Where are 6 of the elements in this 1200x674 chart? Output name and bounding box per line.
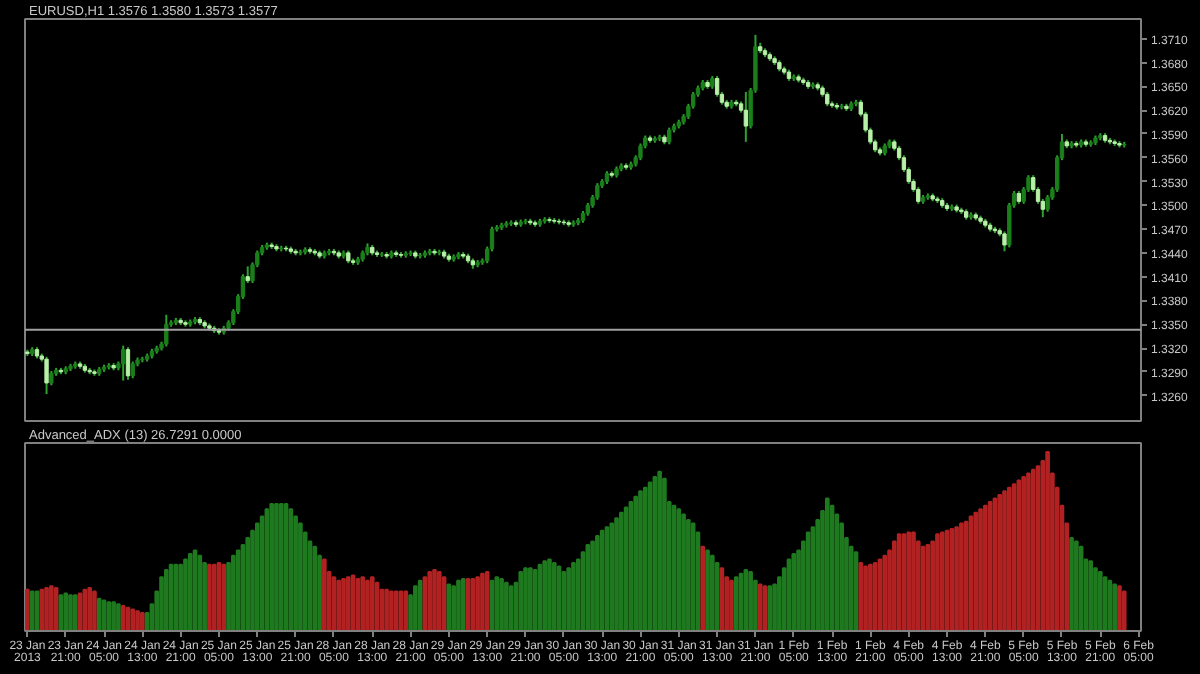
- candlestick: [44, 355, 49, 396]
- candlestick: [743, 90, 749, 143]
- candlestick: [121, 344, 126, 382]
- candlestick: [714, 75, 720, 98]
- candlestick: [164, 313, 169, 348]
- candlestick: [125, 346, 131, 381]
